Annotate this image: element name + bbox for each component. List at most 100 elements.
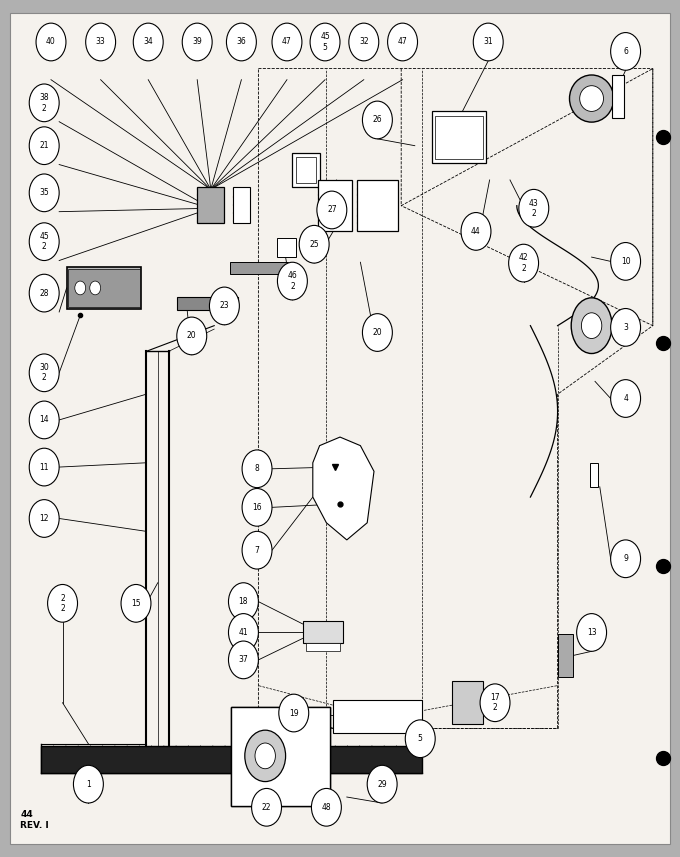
Text: 45
5: 45 5: [320, 33, 330, 51]
Text: 27: 27: [327, 206, 337, 214]
Circle shape: [29, 354, 59, 392]
Circle shape: [299, 225, 329, 263]
Text: 21: 21: [39, 141, 49, 150]
FancyBboxPatch shape: [357, 180, 398, 231]
Circle shape: [311, 788, 341, 826]
Circle shape: [73, 765, 103, 803]
Text: 26: 26: [373, 116, 382, 124]
Circle shape: [29, 84, 59, 122]
Circle shape: [242, 450, 272, 488]
Circle shape: [611, 309, 641, 346]
FancyBboxPatch shape: [452, 681, 483, 724]
Circle shape: [473, 23, 503, 61]
FancyBboxPatch shape: [233, 187, 250, 223]
FancyBboxPatch shape: [68, 269, 140, 307]
Circle shape: [272, 23, 302, 61]
Circle shape: [388, 23, 418, 61]
Text: 7: 7: [254, 546, 260, 554]
Text: 43
2: 43 2: [529, 199, 539, 218]
FancyBboxPatch shape: [435, 116, 483, 159]
Circle shape: [611, 33, 641, 70]
Text: 10: 10: [621, 257, 630, 266]
Text: 3: 3: [623, 323, 628, 332]
Circle shape: [252, 788, 282, 826]
Text: 35: 35: [39, 189, 49, 197]
Circle shape: [209, 287, 239, 325]
Circle shape: [362, 314, 392, 351]
Polygon shape: [313, 437, 374, 540]
Text: 25: 25: [309, 240, 319, 249]
Circle shape: [611, 380, 641, 417]
FancyBboxPatch shape: [231, 707, 330, 806]
FancyBboxPatch shape: [296, 157, 316, 183]
Text: 44
REV. I: 44 REV. I: [20, 810, 49, 830]
Circle shape: [349, 23, 379, 61]
Text: 12: 12: [39, 514, 49, 523]
Text: 31: 31: [483, 38, 493, 46]
Circle shape: [226, 23, 256, 61]
Circle shape: [177, 317, 207, 355]
Text: 20: 20: [373, 328, 382, 337]
Circle shape: [228, 641, 258, 679]
Ellipse shape: [579, 86, 604, 111]
Circle shape: [279, 694, 309, 732]
Circle shape: [611, 243, 641, 280]
Ellipse shape: [581, 313, 602, 339]
Text: 22: 22: [262, 803, 271, 812]
Text: 15: 15: [131, 599, 141, 608]
Circle shape: [75, 281, 86, 295]
Circle shape: [509, 244, 539, 282]
Text: 1: 1: [86, 780, 90, 788]
Text: 30
2: 30 2: [39, 363, 49, 382]
Circle shape: [461, 213, 491, 250]
Circle shape: [29, 127, 59, 165]
Circle shape: [29, 500, 59, 537]
Text: 6: 6: [623, 47, 628, 56]
Text: 14: 14: [39, 416, 49, 424]
Text: 42
2: 42 2: [519, 254, 528, 273]
Circle shape: [228, 614, 258, 651]
Circle shape: [310, 23, 340, 61]
Text: 38
2: 38 2: [39, 93, 49, 112]
Circle shape: [577, 614, 607, 651]
Circle shape: [480, 684, 510, 722]
Text: 13: 13: [587, 628, 596, 637]
FancyBboxPatch shape: [67, 267, 141, 309]
Text: 33: 33: [96, 38, 105, 46]
Circle shape: [36, 23, 66, 61]
FancyBboxPatch shape: [432, 111, 486, 163]
FancyBboxPatch shape: [303, 621, 343, 643]
Circle shape: [242, 488, 272, 526]
FancyBboxPatch shape: [558, 634, 573, 677]
Text: 37: 37: [239, 656, 248, 664]
Text: 19: 19: [289, 709, 299, 717]
Circle shape: [29, 174, 59, 212]
Text: 45
2: 45 2: [39, 232, 49, 251]
FancyBboxPatch shape: [10, 13, 670, 844]
Text: 44: 44: [471, 227, 481, 236]
Text: 40: 40: [46, 38, 56, 46]
Circle shape: [48, 584, 78, 622]
FancyBboxPatch shape: [277, 238, 296, 257]
FancyBboxPatch shape: [230, 262, 288, 274]
FancyBboxPatch shape: [292, 153, 320, 187]
Text: 4: 4: [623, 394, 628, 403]
Text: 20: 20: [187, 332, 197, 340]
Text: 8: 8: [255, 464, 259, 473]
Circle shape: [86, 23, 116, 61]
Text: 29: 29: [377, 780, 387, 788]
Circle shape: [242, 531, 272, 569]
Circle shape: [90, 281, 101, 295]
Ellipse shape: [570, 75, 614, 122]
Text: 46
2: 46 2: [288, 272, 297, 291]
FancyBboxPatch shape: [590, 463, 598, 487]
Text: 11: 11: [39, 463, 49, 471]
Circle shape: [405, 720, 435, 758]
Circle shape: [29, 274, 59, 312]
FancyBboxPatch shape: [177, 297, 238, 310]
FancyBboxPatch shape: [333, 700, 422, 733]
Circle shape: [367, 765, 397, 803]
Circle shape: [362, 101, 392, 139]
Circle shape: [133, 23, 163, 61]
Circle shape: [317, 191, 347, 229]
